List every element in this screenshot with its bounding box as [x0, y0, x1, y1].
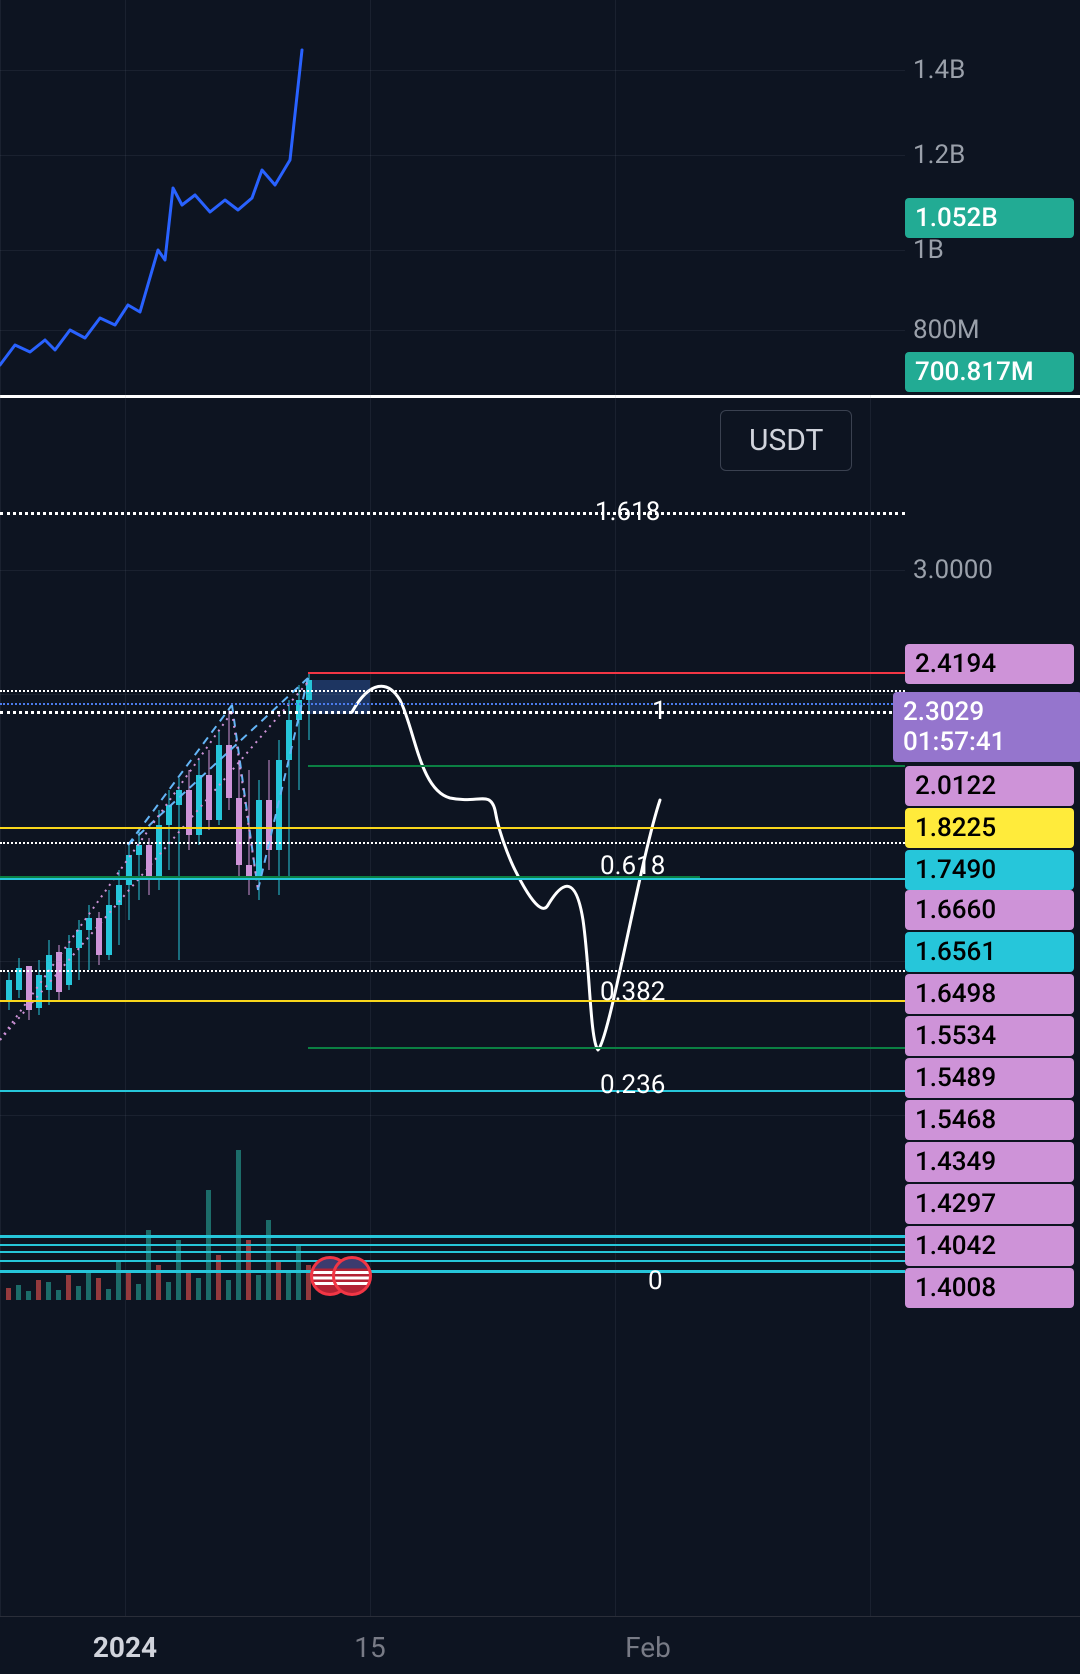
top-line-chart [0, 0, 905, 395]
top-y-axis[interactable]: 1.4B 1.2B 1B 800M 1.052B 700.817M [905, 0, 1080, 395]
grid-line-horizontal [0, 330, 905, 331]
grid-line-vertical [0, 0, 1, 395]
currency-chip[interactable]: USDT [720, 410, 852, 471]
horizontal-level-line[interactable] [0, 703, 905, 705]
grid-line-vertical [125, 395, 126, 1616]
horizontal-level-line[interactable] [0, 1000, 905, 1002]
grid-line-vertical [370, 0, 371, 395]
fib-ratio-label: 1.618 [595, 497, 660, 527]
fib-line[interactable] [0, 512, 905, 515]
price-tag: 1.6660 [905, 890, 1074, 930]
y-axis-tick: 1.4B [913, 55, 965, 85]
currency-chip-label: USDT [749, 423, 823, 458]
horizontal-level-line[interactable] [0, 878, 905, 880]
price-tag: 1.6498 [905, 974, 1074, 1014]
time-axis-tick: Feb [625, 1631, 671, 1664]
grid-line-vertical [0, 395, 1, 1616]
price-tag: 1.5534 [905, 1016, 1074, 1056]
fib-ratio-label: 0.382 [600, 977, 665, 1007]
horizontal-level-line[interactable] [0, 1270, 905, 1273]
price-tag: 1.4297 [905, 1184, 1074, 1224]
horizontal-level-line[interactable] [308, 765, 905, 767]
horizontal-level-line[interactable] [0, 1090, 905, 1092]
price-tag: 1.8225 [905, 808, 1074, 848]
price-tag: 1.7490 [905, 850, 1074, 890]
fib-line[interactable] [0, 711, 905, 714]
y-axis-tick: 800M [913, 315, 980, 345]
price-tag: 1.052B [905, 198, 1074, 238]
price-tag: 1.4042 [905, 1226, 1074, 1266]
price-tag: 700.817M [905, 352, 1074, 392]
horizontal-level-line[interactable] [0, 1235, 905, 1238]
time-axis-tick: 15 [354, 1631, 385, 1664]
grid-line-horizontal [0, 570, 905, 571]
grid-line-horizontal [0, 961, 905, 962]
fib-ratio-label: 0 [648, 1266, 663, 1296]
fib-ratio-label: 1 [652, 696, 667, 726]
price-tag: 1.4349 [905, 1142, 1074, 1182]
horizontal-level-line[interactable] [0, 827, 905, 829]
horizontal-level-line[interactable] [0, 690, 905, 692]
us-flag-icon[interactable] [332, 1256, 372, 1296]
price-tag: 1.4008 [905, 1268, 1074, 1308]
horizontal-level-line[interactable] [0, 1251, 905, 1253]
grid-line-horizontal [0, 250, 905, 251]
horizontal-level-line[interactable] [0, 970, 905, 972]
horizontal-level-line[interactable] [308, 1047, 905, 1049]
price-tag: 2.4194 [905, 644, 1074, 684]
grid-line-horizontal [0, 70, 905, 71]
price-tag: 1.5468 [905, 1100, 1074, 1140]
horizontal-level-line[interactable] [0, 1244, 905, 1246]
horizontal-level-line[interactable] [0, 842, 905, 844]
main-chart-area[interactable]: 1.618 1 0.618 0.382 0.236 0 [0, 395, 905, 1616]
fib-ratio-label: 0.618 [600, 851, 665, 881]
grid-line-vertical [615, 0, 616, 395]
grid-line-horizontal [0, 1115, 905, 1116]
top-volume-panel[interactable]: 1.4B 1.2B 1B 800M 1.052B 700.817M [0, 0, 1080, 395]
grid-line-horizontal [0, 155, 905, 156]
main-chart-svg [0, 395, 905, 1616]
top-chart-area[interactable] [0, 0, 905, 395]
price-tag: 1.6561 [905, 932, 1074, 972]
y-axis-tick: 3.0000 [913, 555, 993, 585]
time-axis-tick: 2024 [93, 1631, 157, 1664]
y-axis-tick: 1.2B [913, 140, 965, 170]
grid-line-vertical [870, 395, 871, 1616]
horizontal-level-line[interactable] [0, 1260, 905, 1262]
grid-line-vertical [370, 395, 371, 1616]
grid-line-horizontal [0, 694, 905, 695]
event-flag-icons[interactable] [310, 1256, 372, 1296]
main-price-panel[interactable]: 1.61810.6180.3820.2360 3.00002.41942.302… [0, 395, 1080, 1616]
fib-ratio-label: 0.236 [600, 1070, 665, 1100]
price-tag: 1.5489 [905, 1058, 1074, 1098]
y-axis-tick: 1B [913, 235, 944, 265]
main-y-axis[interactable]: 3.00002.41942.302901:57:412.01221.82251.… [905, 395, 1080, 1616]
grid-line-vertical [125, 0, 126, 395]
price-tag: 01:57:41 [893, 722, 1080, 762]
horizontal-level-line[interactable] [308, 672, 905, 674]
time-axis[interactable]: 2024 15 Feb [0, 1616, 1080, 1674]
price-tag: 2.0122 [905, 766, 1074, 806]
